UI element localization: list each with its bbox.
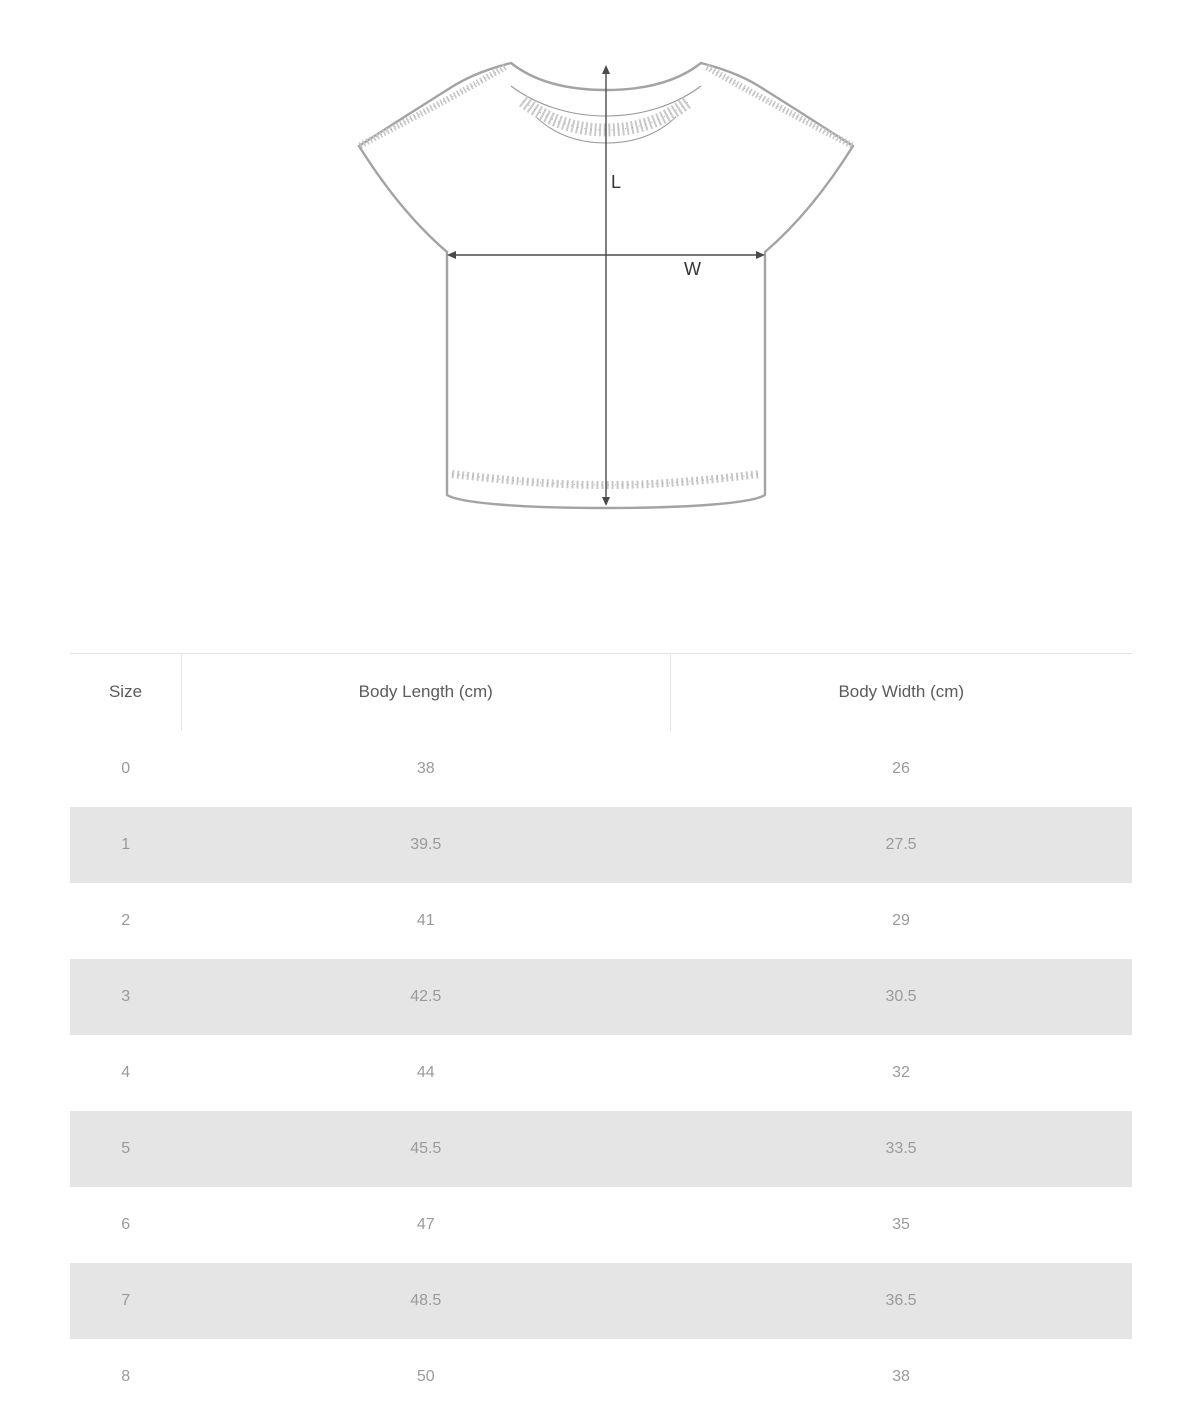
svg-text:W: W (684, 259, 701, 279)
svg-text:L: L (611, 172, 621, 192)
